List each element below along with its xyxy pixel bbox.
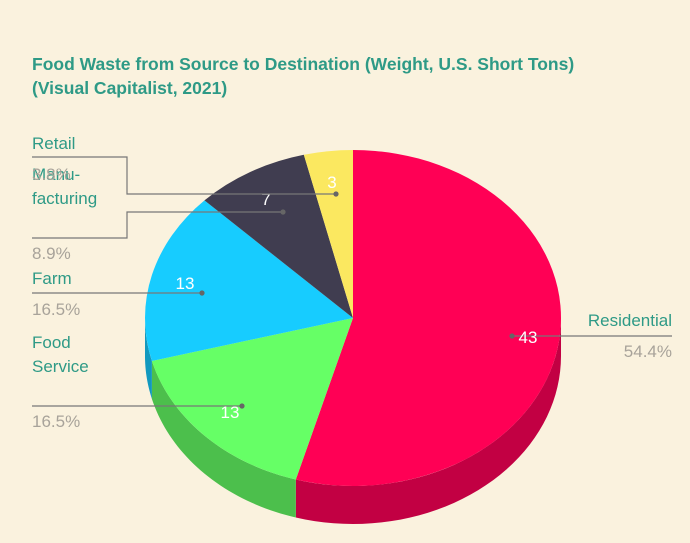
pie-slices	[145, 150, 562, 486]
chart-title-line-1: Food Waste from Source to Destination (W…	[32, 54, 575, 74]
category-label-retail: Retail	[32, 134, 75, 153]
percent-label-manu-facturing: 8.9%	[32, 244, 71, 263]
pie-side-walls	[145, 318, 561, 524]
pie-labels: Residential 54.4% 43 Food Service 16.5% 13 Farm…	[32, 134, 672, 431]
value-label-retail: 3	[327, 173, 336, 192]
category-label-residential: Residential	[588, 311, 672, 330]
category-label-food-service: Food Service	[32, 333, 89, 376]
category-label-line: facturing	[32, 189, 97, 208]
category-label-line: Food	[32, 333, 71, 352]
percent-label-food-service: 16.5%	[32, 412, 80, 431]
pie-slice-retail	[303, 150, 353, 318]
pie-side-residential	[295, 318, 561, 524]
category-label-farm: Farm	[32, 269, 72, 288]
chart-title: Food Waste from Source to Destination (W…	[32, 52, 672, 100]
value-label-food-service: 13	[221, 403, 240, 422]
percent-label-retail: 3.8%	[32, 165, 71, 184]
percent-label-farm: 16.5%	[32, 300, 80, 319]
chart-title-line-2: (Visual Capitalist, 2021)	[32, 78, 228, 98]
value-label-manu-facturing: 7	[261, 190, 270, 209]
leader-dot-food-service	[239, 403, 245, 409]
leader-dot-retail	[333, 191, 339, 197]
leader-line-retail	[32, 156, 336, 195]
pie-slice-food-service	[151, 318, 353, 480]
category-label-manu-facturing: Manu-facturing	[32, 165, 97, 208]
leader-line-manu-facturing	[32, 211, 283, 239]
leader-dot-farm	[199, 290, 205, 296]
category-label-line: Service	[32, 357, 89, 376]
leader-dot-manu-facturing	[280, 209, 286, 215]
value-label-residential: 43	[519, 328, 538, 347]
category-label-line: Residential	[588, 311, 672, 330]
pie-side-food-service	[151, 360, 296, 518]
category-label-line: Retail	[32, 134, 75, 153]
percent-label-residential: 54.4%	[624, 342, 672, 361]
leader-dot-residential	[509, 333, 515, 339]
category-label-line: Manu-	[32, 165, 80, 184]
category-label-line: Farm	[32, 269, 72, 288]
pie-side-farm	[145, 318, 152, 399]
pie-slice-manu-facturing	[204, 154, 353, 318]
value-label-farm: 13	[176, 274, 195, 293]
pie-slice-farm	[145, 200, 353, 361]
pie-slice-residential	[295, 150, 562, 486]
